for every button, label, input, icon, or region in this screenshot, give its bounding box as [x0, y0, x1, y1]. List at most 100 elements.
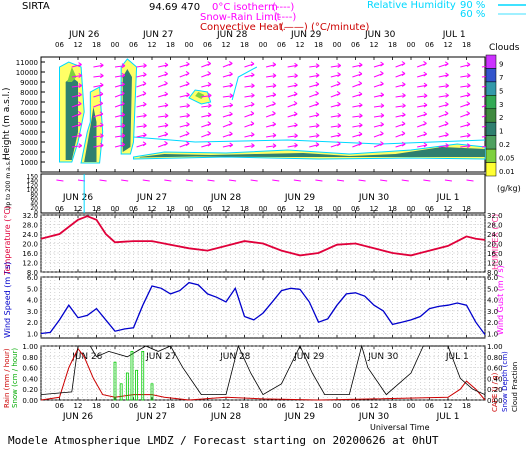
- wind-tick-label: 4.0: [27, 297, 38, 305]
- wind-arrow-head: [78, 62, 82, 67]
- wind-arrow-head: [121, 72, 126, 78]
- precip-day-label: JUN 30: [367, 352, 399, 362]
- wind-arrow-head: [164, 91, 168, 97]
- cloud-fraction-label: Cloud Fraction: [511, 362, 519, 412]
- wind-arrow-head: [229, 93, 234, 99]
- wind-arrow-head: [466, 132, 471, 138]
- height-tick-label: 11000: [16, 59, 38, 67]
- bottom-hour-label: 12: [370, 402, 379, 410]
- wind-arrow: [266, 85, 277, 88]
- wind-arrow: [93, 124, 104, 128]
- wind-arrow-head: [294, 73, 298, 79]
- wind-arrow: [330, 65, 341, 68]
- wind-arrow: [438, 94, 449, 98]
- wind-arrow-head: [164, 102, 169, 108]
- bottom-hour-label: 18: [92, 402, 101, 410]
- colorbar-swatch: [485, 54, 497, 69]
- cloud-day-label: JUN 29: [284, 193, 316, 203]
- wind-arrow-head: [229, 131, 233, 137]
- wind-arrow-head: [423, 111, 427, 117]
- wind-arrow: [373, 94, 384, 98]
- surface-wind-arrow: [272, 179, 280, 182]
- colorbar-unit: (g/kg): [497, 184, 521, 193]
- wind-arrow-head: [272, 62, 277, 67]
- height-tick-label: 9000: [20, 79, 38, 87]
- wind-arrow-head: [272, 73, 277, 78]
- top-day-label: JUL 1: [442, 30, 466, 40]
- wind-arrow-head: [315, 142, 320, 147]
- lower-height-tick-label: 0: [34, 210, 38, 217]
- colorbar-swatch: [485, 81, 497, 96]
- top-hour-label: 06: [129, 41, 138, 49]
- cloud-tower-1-core: [65, 77, 78, 160]
- top-hour-label: 18: [388, 41, 397, 49]
- wind-arrow: [417, 95, 428, 98]
- wind-arrow-head: [143, 132, 147, 138]
- wind-arrow-head: [294, 82, 298, 88]
- top-day-label: JUN 28: [216, 30, 248, 40]
- station-name: SIRTA: [22, 1, 50, 12]
- wind-arrow: [244, 74, 255, 78]
- wind-arrow-head: [402, 93, 406, 98]
- wind-arrow-head: [358, 140, 363, 146]
- wind-arrow: [222, 95, 233, 98]
- top-hour-label: 06: [203, 41, 212, 49]
- colorbar-swatch: [485, 95, 497, 110]
- wind-arrow-head: [121, 101, 125, 107]
- wind-arrow-head: [423, 131, 427, 137]
- temperature-series-line: [40, 215, 486, 257]
- wind-series-line: [40, 281, 486, 335]
- cloud-hour-label: 06: [203, 205, 212, 213]
- snow-bar: [125, 372, 129, 401]
- wind-arrow-head: [185, 131, 190, 136]
- lower-height-tick-label: 120: [27, 183, 39, 190]
- wind-arrow-head: [423, 102, 428, 108]
- temperature-tick-label-right: 32.0: [487, 212, 503, 220]
- temperature-tick-label: 8.0: [27, 269, 38, 277]
- wind-arrow-head: [315, 63, 320, 69]
- bottom-hour-label: 00: [259, 402, 268, 410]
- wind-arrow: [395, 83, 406, 88]
- wind-arrow-head: [315, 72, 320, 78]
- legend-snow-rain-sample: (----): [274, 12, 296, 23]
- wind-arrow-head: [358, 102, 363, 108]
- wind-arrow: [136, 125, 147, 128]
- wind-arrow: [201, 83, 212, 88]
- wind-arrow: [114, 125, 125, 128]
- wind-arrow-head: [359, 113, 363, 119]
- snow-bar: [150, 383, 154, 401]
- wind-arrow-head: [380, 70, 384, 76]
- wind-arrow-head: [164, 140, 168, 146]
- bottom-hour-label: 18: [388, 402, 397, 410]
- surface-wind-arrow: [229, 179, 237, 182]
- wind-arrow-head: [293, 111, 298, 117]
- cloud-day-label: JUN 26: [62, 193, 94, 203]
- wind-arrow: [438, 145, 449, 148]
- wind-arrow-head: [186, 92, 190, 98]
- height-tick-label: 3000: [20, 139, 38, 147]
- wind-arrow-head: [337, 123, 342, 129]
- bottom-hour-label: 18: [240, 402, 249, 410]
- wind-arrow-head: [423, 142, 428, 148]
- wind-arrow-head: [251, 92, 255, 98]
- wind-arrow-head: [423, 60, 427, 66]
- cloud-low-layer-core: [139, 147, 485, 158]
- precip-tick-label: 0.40: [22, 375, 38, 383]
- bottom-hour-label: 00: [185, 402, 194, 410]
- wind-arrow-head: [380, 113, 385, 118]
- wind-arrow: [460, 85, 471, 88]
- wind-arrow-head: [250, 132, 255, 137]
- wind-arrow-head: [380, 122, 384, 127]
- snow-bar: [141, 350, 145, 401]
- temperature-label: Temperature (°C): [3, 206, 12, 276]
- wind-arrow: [330, 125, 341, 128]
- cape-label: CAPE (J / g): [491, 372, 499, 412]
- snow-bar: [119, 383, 123, 401]
- wind-arrow: [114, 65, 125, 68]
- cloud-day-label: JUN 27: [136, 193, 167, 203]
- wind-arrow: [309, 114, 320, 118]
- surface-wind-arrow: [336, 179, 345, 182]
- precip-series-line: [40, 347, 486, 401]
- surface-wind-arrow: [99, 179, 107, 182]
